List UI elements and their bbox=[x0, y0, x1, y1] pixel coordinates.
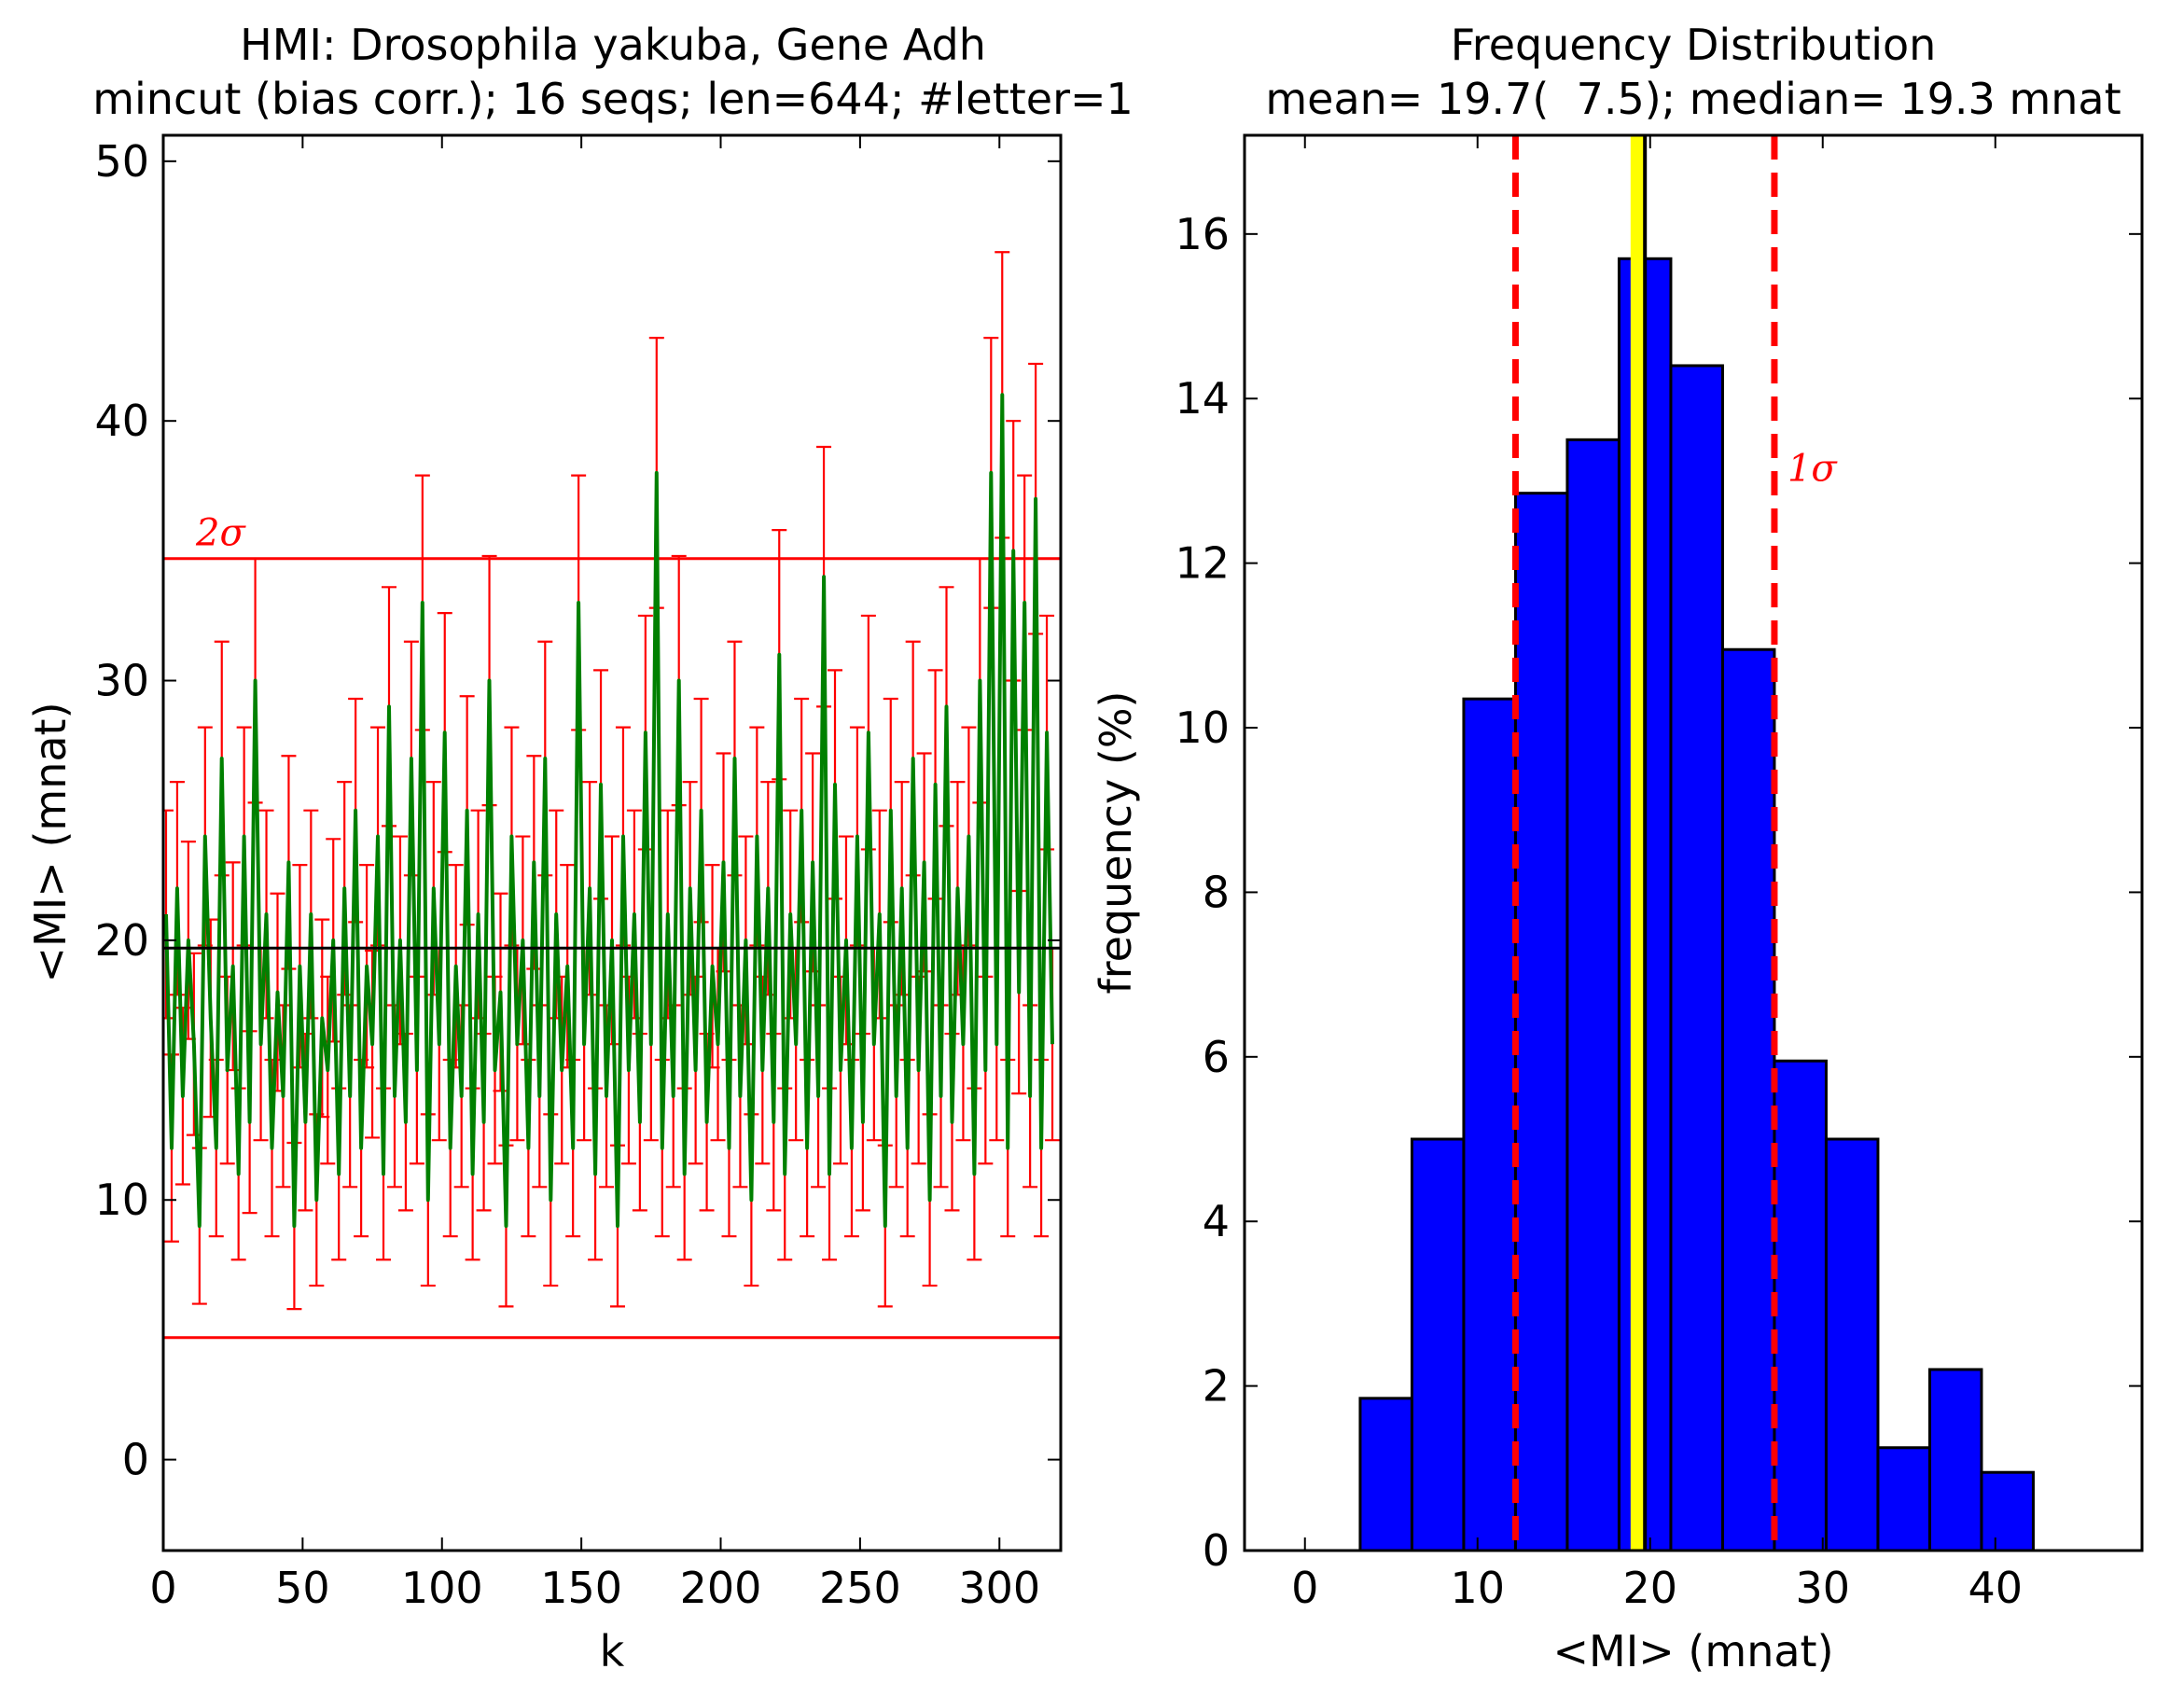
y-tick-label: 10 bbox=[94, 1175, 149, 1225]
histogram-bar bbox=[1876, 1446, 1931, 1551]
x-tick-label: 150 bbox=[540, 1563, 622, 1613]
x-tick-label: 0 bbox=[149, 1563, 176, 1613]
histogram-bar bbox=[1565, 438, 1621, 1551]
left-title: HMI: Drosophila yakuba, Gene Adh bbox=[240, 20, 986, 70]
y-tick-label: 10 bbox=[1175, 702, 1230, 753]
left-plot-frame bbox=[161, 133, 1063, 1552]
one-sigma-label: 1σ bbox=[1788, 447, 1838, 490]
left-x-axis-label: k bbox=[600, 1626, 625, 1676]
y-tick-label: 4 bbox=[1203, 1196, 1230, 1246]
x-tick-label: 200 bbox=[680, 1563, 762, 1613]
right-y-axis-label: frequency (%) bbox=[1091, 691, 1141, 995]
histogram-bar bbox=[1358, 1397, 1413, 1551]
x-tick-label: 10 bbox=[1450, 1563, 1505, 1613]
y-tick-label: 8 bbox=[1203, 867, 1230, 917]
histogram-bar bbox=[1824, 1137, 1880, 1551]
left-y-axis: 0 10 20 30 40 50 bbox=[94, 136, 1061, 1485]
right-title: Frequency Distribution bbox=[1451, 20, 1937, 70]
histogram-bar bbox=[1773, 1059, 1828, 1551]
y-tick-label: 0 bbox=[1203, 1525, 1230, 1576]
y-tick-label: 12 bbox=[1175, 538, 1230, 589]
right-x-axis-label: <MI> (mnat) bbox=[1552, 1626, 1833, 1676]
left-plot-clip bbox=[163, 251, 1061, 1340]
left-subtitle: mincut (bias corr.); 16 seqs; len=644; #… bbox=[92, 74, 1134, 124]
histogram-bar bbox=[1669, 364, 1724, 1551]
histogram-bar bbox=[1410, 1137, 1466, 1551]
y-tick-label: 2 bbox=[1203, 1361, 1230, 1412]
histogram-bar bbox=[1462, 697, 1517, 1551]
x-tick-label: 250 bbox=[819, 1563, 901, 1613]
y-tick-label: 6 bbox=[1203, 1032, 1230, 1082]
left-reference-lines bbox=[163, 557, 1061, 1340]
x-tick-label: 40 bbox=[1968, 1563, 2023, 1613]
left-panel: HMI: Drosophila yakuba, Gene Adh mincut … bbox=[25, 20, 1134, 1676]
mean-median-lines bbox=[1630, 135, 1648, 1551]
right-plot-clip bbox=[1358, 135, 2035, 1551]
histogram-bars bbox=[1358, 257, 2035, 1551]
histogram-bar bbox=[1720, 647, 1776, 1551]
histogram-bar bbox=[1980, 1470, 2035, 1551]
x-tick-label: 100 bbox=[401, 1563, 483, 1613]
x-tick-label: 300 bbox=[958, 1563, 1040, 1613]
y-tick-label: 0 bbox=[122, 1435, 149, 1485]
histogram-bar bbox=[1927, 1368, 1983, 1551]
x-tick-label: 0 bbox=[1291, 1563, 1318, 1613]
x-tick-label: 30 bbox=[1795, 1563, 1850, 1613]
two-sigma-label: 2σ bbox=[195, 512, 246, 555]
left-plot-area: 2σ bbox=[161, 133, 1063, 1552]
y-tick-label: 20 bbox=[94, 915, 149, 966]
right-plot-frame bbox=[1243, 133, 2144, 1552]
histogram-bar bbox=[1513, 492, 1569, 1551]
y-tick-label: 40 bbox=[94, 396, 149, 446]
sigma-lines bbox=[1511, 135, 1778, 1551]
right-panel: Frequency Distribution mean= 19.7( 7.5);… bbox=[1091, 20, 2144, 1676]
left-y-axis-label: <MI> (mnat) bbox=[25, 702, 76, 982]
y-tick-label: 50 bbox=[94, 136, 149, 187]
right-y-axis: 0 2 4 6 8 10 12 14 16 bbox=[1175, 209, 2142, 1576]
y-tick-label: 30 bbox=[94, 656, 149, 706]
left-series-line bbox=[164, 393, 1054, 1229]
mi-series-line bbox=[164, 393, 1054, 1229]
y-tick-label: 14 bbox=[1175, 373, 1230, 424]
right-plot-area: 1σ bbox=[1243, 133, 2144, 1552]
x-tick-label: 50 bbox=[275, 1563, 330, 1613]
left-x-axis: 0 50 100 150 200 250 300 bbox=[149, 135, 1040, 1613]
y-tick-label: 16 bbox=[1175, 209, 1230, 259]
right-x-axis: 0 10 20 30 40 bbox=[1291, 135, 2023, 1613]
x-tick-label: 20 bbox=[1622, 1563, 1677, 1613]
right-subtitle: mean= 19.7( 7.5); median= 19.3 mnat bbox=[1265, 74, 2121, 124]
